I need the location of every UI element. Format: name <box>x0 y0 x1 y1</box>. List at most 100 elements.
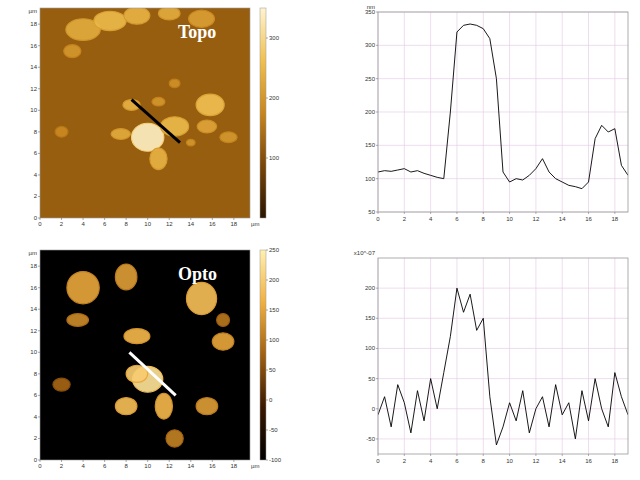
x-tick <box>61 460 62 462</box>
image-background <box>40 250 250 460</box>
profile-chart: 02468101214161850100150200250300350nm <box>365 4 628 222</box>
y-tick-label: 18 <box>30 263 37 269</box>
y-tick <box>38 218 40 219</box>
grid-line <box>378 145 628 146</box>
y-tick-label: -50 <box>366 436 375 442</box>
y-tick-label: 10 <box>30 107 37 113</box>
colorbar-tick <box>266 98 268 99</box>
colorbar-tick <box>266 460 268 461</box>
y-tick-label: 8 <box>34 371 38 377</box>
y-tick <box>376 378 378 379</box>
x-tick <box>147 218 148 220</box>
x-tick <box>61 218 62 220</box>
blob <box>169 79 180 88</box>
x-tick <box>614 212 615 214</box>
grid-line <box>430 258 431 454</box>
x-tick-label: 10 <box>144 463 151 469</box>
x-tick-label: 8 <box>482 458 486 464</box>
x-tick <box>212 460 213 462</box>
x-tick <box>535 454 536 456</box>
colorbar-tick <box>266 400 268 401</box>
x-tick <box>169 218 170 220</box>
blob <box>53 378 70 391</box>
x-tick-label: 6 <box>455 216 459 222</box>
y-tick-label: 4 <box>34 414 38 420</box>
plot-frame <box>378 258 628 454</box>
y-tick-label: 50 <box>368 376 375 382</box>
x-tick <box>40 218 41 220</box>
y-tick <box>38 110 40 111</box>
x-tick-label: 12 <box>533 458 540 464</box>
x-tick-label: 10 <box>506 216 513 222</box>
y-tick-label: 16 <box>30 285 37 291</box>
x-tick-label: 12 <box>166 463 173 469</box>
y-tick <box>376 45 378 46</box>
plot-background <box>378 258 628 454</box>
y-tick <box>376 288 378 289</box>
grid-line <box>378 78 628 79</box>
y-tick-label: 50 <box>368 209 375 215</box>
blob <box>212 333 234 350</box>
blob <box>64 45 81 58</box>
y-tick <box>38 266 40 267</box>
colorbar-tick-label: -100 <box>269 457 282 463</box>
x-tick-label: 16 <box>585 216 592 222</box>
colorbar-tick <box>266 250 268 251</box>
blob <box>124 8 150 24</box>
y-tick-label: 300 <box>365 42 376 48</box>
grid-line <box>614 258 615 454</box>
colorbar-tick <box>266 280 268 281</box>
blob <box>124 329 150 344</box>
x-tick <box>83 460 84 462</box>
x-tick <box>126 460 127 462</box>
colorbar-tick-label: 100 <box>269 155 280 161</box>
colorbar-tick-label: 300 <box>269 35 280 41</box>
blob <box>55 126 68 137</box>
y-tick-label: 100 <box>365 345 376 351</box>
blob <box>196 398 218 415</box>
x-tick-label: 8 <box>124 221 128 227</box>
x-tick-label: 2 <box>403 216 407 222</box>
y-tick <box>38 309 40 310</box>
image-panel: Opto024681012141618024681012141618µmµm-1… <box>29 247 282 469</box>
x-tick-label: 16 <box>585 458 592 464</box>
x-tick-label: 14 <box>187 221 194 227</box>
blob <box>196 94 224 116</box>
x-tick-label: 2 <box>60 463 64 469</box>
blob <box>161 117 189 136</box>
x-tick <box>588 454 589 456</box>
y-tick-label: 250 <box>365 76 376 82</box>
x-tick <box>614 454 615 456</box>
y-tick <box>38 153 40 154</box>
colorbar <box>260 8 266 218</box>
x-tick <box>483 454 484 456</box>
grid-line <box>378 288 628 289</box>
x-tick-label: 14 <box>559 458 566 464</box>
image-frame <box>40 250 250 460</box>
grid-line <box>404 258 405 454</box>
y-tick-label: 14 <box>30 306 37 312</box>
x-tick <box>83 218 84 220</box>
y-tick-label: 12 <box>30 86 37 92</box>
grid-line <box>378 112 628 113</box>
grid-line <box>378 438 628 439</box>
x-tick <box>535 212 536 214</box>
y-unit: µm <box>29 250 37 256</box>
y-tick-label: 4 <box>34 172 38 178</box>
x-tick-label: 18 <box>231 463 238 469</box>
y-tick <box>38 24 40 25</box>
x-tick-label: 0 <box>376 216 380 222</box>
panel-title: Topo <box>178 22 216 42</box>
plot-frame <box>378 12 628 212</box>
x-tick-label: 16 <box>209 463 216 469</box>
grid-line <box>378 45 628 46</box>
y-tick <box>376 348 378 349</box>
x-tick <box>562 212 563 214</box>
x-tick-label: 8 <box>482 216 486 222</box>
profile-trace <box>378 288 628 445</box>
x-tick-label: 18 <box>611 216 618 222</box>
blob <box>158 8 180 20</box>
y-tick-label: 2 <box>34 193 38 199</box>
x-tick-label: 4 <box>429 458 433 464</box>
colorbar-tick-label: 150 <box>269 307 280 313</box>
